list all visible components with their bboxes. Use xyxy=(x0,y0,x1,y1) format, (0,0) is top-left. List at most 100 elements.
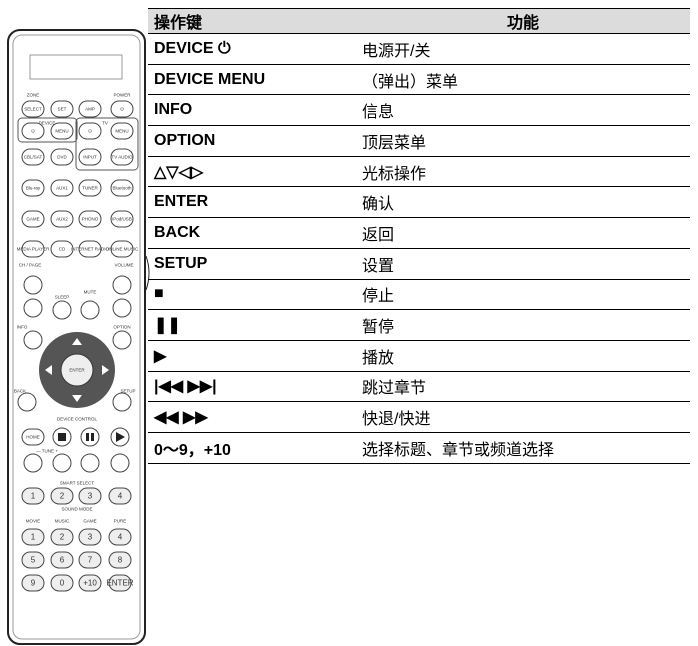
remote-label: BACK xyxy=(14,389,26,394)
remote-label: DEVICE CONTROL xyxy=(57,417,98,422)
remote-label: TV AUDIO xyxy=(111,155,133,160)
remote-label: — TUNE + xyxy=(36,449,58,454)
remote-label: +10 xyxy=(83,579,97,588)
play-icon xyxy=(116,432,125,442)
button xyxy=(50,574,74,592)
remote-label: CH / PAGE xyxy=(19,263,41,268)
remote-label: PURE xyxy=(114,519,127,524)
remote-label: 1 xyxy=(31,492,36,501)
remote-label: 6 xyxy=(60,556,65,565)
button xyxy=(50,148,74,166)
function-cell: 停止 xyxy=(356,279,690,311)
remote-label: DVD xyxy=(57,155,67,160)
button xyxy=(112,392,132,412)
button xyxy=(21,240,45,258)
enter-button xyxy=(60,353,94,387)
button xyxy=(50,240,74,258)
remote-illustration: ZONE SELECT SET AMP POWER ⏻ DEVICE ⏻ MENU TV ⏻ MENU… xyxy=(7,29,150,645)
button xyxy=(50,122,74,140)
remote-label: 3 xyxy=(88,492,93,501)
function-cell: 设置 xyxy=(356,248,690,280)
table-row: 0～9，+10 选择标题、章节或频道选择 xyxy=(148,432,690,464)
key-cell: ENTER xyxy=(148,186,356,219)
button xyxy=(110,240,134,258)
button xyxy=(78,487,102,505)
pause-icon xyxy=(86,433,94,441)
remote-inner xyxy=(12,34,141,640)
button xyxy=(23,298,43,318)
function-cell: 顶层菜单 xyxy=(356,125,690,157)
button xyxy=(52,300,72,320)
remote-label: CBL/SAT xyxy=(24,155,43,160)
remote-label: Blu-ray xyxy=(26,186,41,191)
remote-label: TUNER xyxy=(82,186,98,191)
table-row: ◀◀ ▶▶ 快退/快进 xyxy=(148,401,690,433)
function-cell: 确认 xyxy=(356,186,690,219)
button xyxy=(50,551,74,569)
button xyxy=(50,528,74,546)
remote-label: 4 xyxy=(118,533,123,542)
remote-label: ⏻ xyxy=(88,129,92,134)
function-cell: 选择标题、章节或频道选择 xyxy=(356,432,690,464)
display xyxy=(29,54,123,80)
button xyxy=(21,148,45,166)
remote-label: MUTE xyxy=(84,290,97,295)
remote-label: MENU xyxy=(55,129,68,134)
header-cell: 功能 xyxy=(356,8,690,34)
remote-label: AUX2 xyxy=(56,217,68,222)
key-cell: ❚❚ xyxy=(148,309,356,341)
button xyxy=(21,574,45,592)
remote-label: ⏻ xyxy=(31,129,35,134)
key-cell: DEVICE MENU xyxy=(148,64,356,96)
button xyxy=(23,275,43,295)
button xyxy=(21,428,45,446)
remote-label: 2 xyxy=(60,492,65,501)
button xyxy=(110,179,134,197)
remote-label: iPod/USB xyxy=(112,217,132,222)
remote-label: MEDIA PLAYER xyxy=(17,247,50,252)
function-cell: 跳过章节 xyxy=(356,371,690,403)
button xyxy=(110,100,134,118)
key-cell: SETUP xyxy=(148,248,356,280)
button xyxy=(112,330,132,350)
table-row: DEVICE MENU （弹出）菜单 xyxy=(148,64,690,96)
remote-label: MUSIC xyxy=(55,519,70,524)
button xyxy=(78,528,102,546)
remote-label: INTERNET RADIO xyxy=(71,247,109,252)
remote-label: ZONE xyxy=(27,93,40,98)
button xyxy=(80,453,100,473)
button xyxy=(78,574,102,592)
remote-label: ENTER xyxy=(106,579,133,588)
function-cell: 快退/快进 xyxy=(356,401,690,433)
remote-label: MENU xyxy=(115,129,128,134)
button xyxy=(108,528,132,546)
remote-label: ONLINE MUSIC xyxy=(106,247,139,252)
button xyxy=(112,298,132,318)
table-row: BACK 返回 xyxy=(148,217,690,249)
button xyxy=(78,551,102,569)
button xyxy=(21,487,45,505)
button xyxy=(50,100,74,118)
tv-group xyxy=(75,117,139,171)
remote-label: OPTION xyxy=(113,325,130,330)
remote-label: SETUP xyxy=(120,389,135,394)
button xyxy=(21,551,45,569)
button xyxy=(52,453,72,473)
remote-label: SMART SELECT xyxy=(60,481,95,486)
header-cell: 操作键 xyxy=(148,8,356,34)
button xyxy=(23,453,43,473)
remote-label: AMP xyxy=(85,107,95,112)
button xyxy=(50,487,74,505)
remote-label: 5 xyxy=(31,556,36,565)
button xyxy=(78,148,102,166)
remote-label: ENTER xyxy=(69,368,85,373)
key-cell: 0～9，+10 xyxy=(148,432,356,464)
table-row: SETUP 设置 xyxy=(148,248,690,280)
key-cell: △▽◁▷ xyxy=(148,156,356,188)
remote-label: 7 xyxy=(88,556,93,565)
remote-label: VOLUME xyxy=(114,263,133,268)
remote-label: SELECT xyxy=(24,107,42,112)
remote-label: 8 xyxy=(118,556,123,565)
button xyxy=(78,100,102,118)
remote-label: DEVICE xyxy=(39,121,56,126)
